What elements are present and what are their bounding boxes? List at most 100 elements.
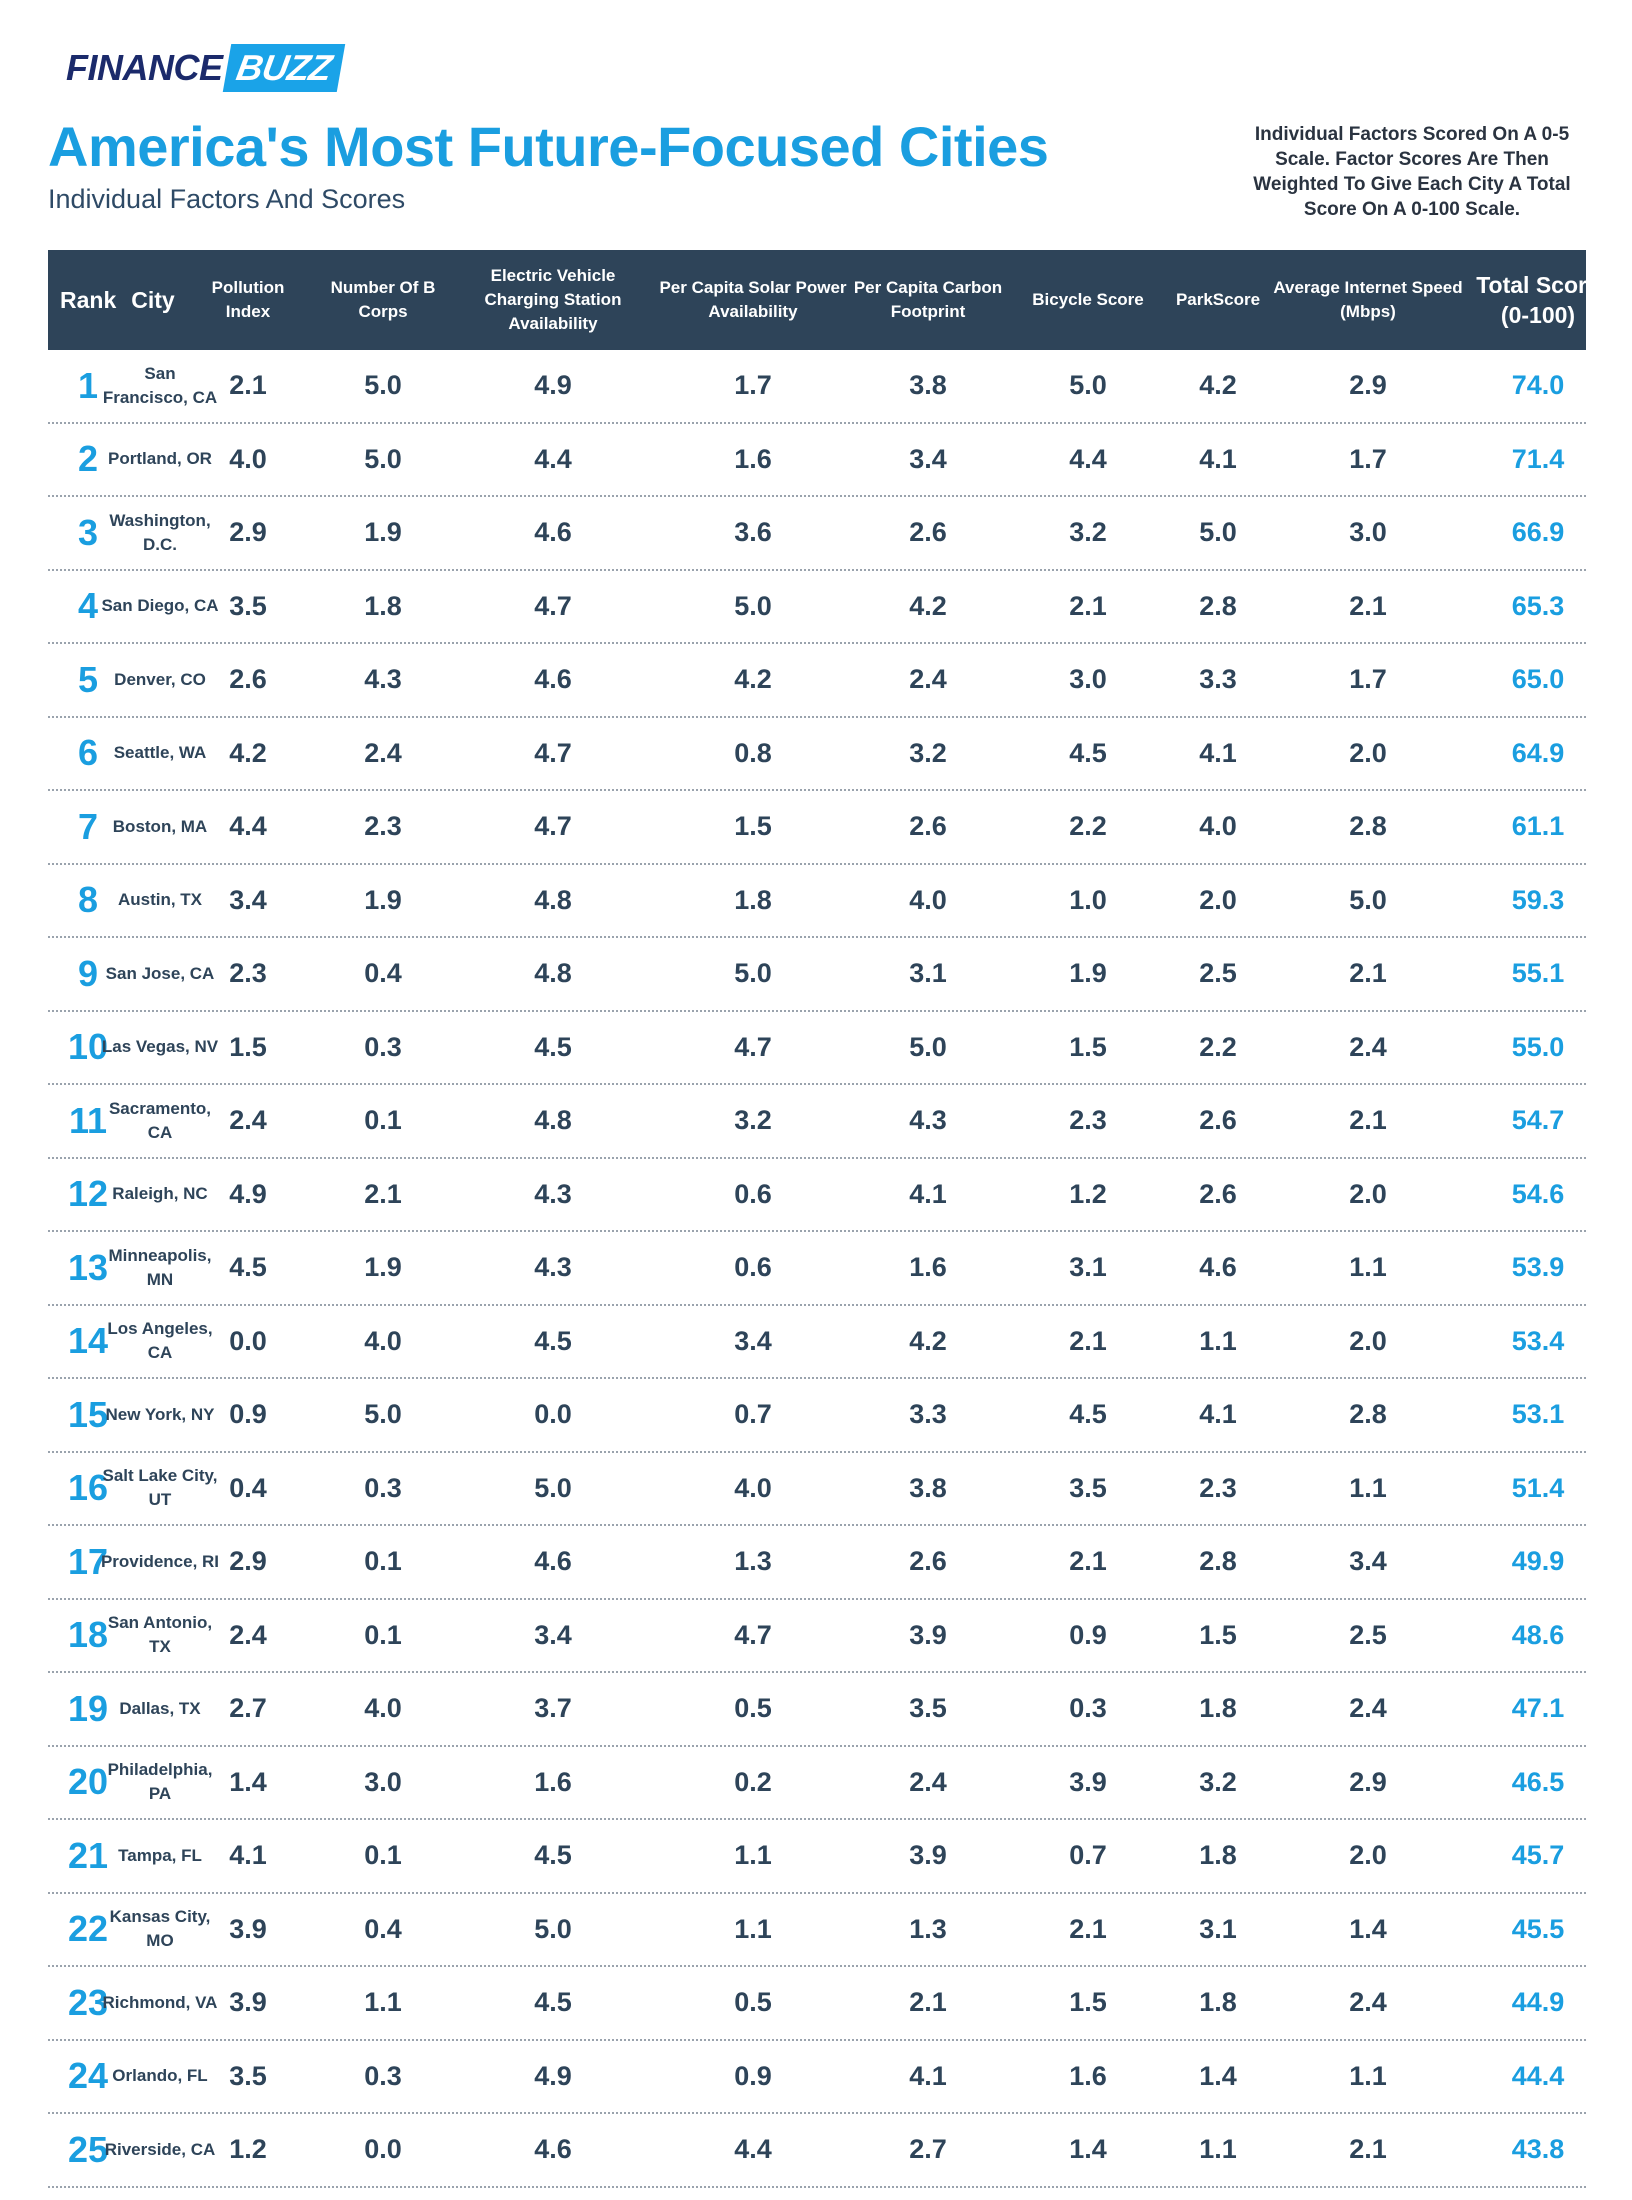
parkscore-value: 4.1 [1199,443,1237,474]
city-name: San Francisco, CA [102,363,218,407]
city-name: Raleigh, NC [112,1184,208,1204]
solar-value: 3.6 [734,517,772,548]
ev-charging-value: 4.8 [534,1105,572,1136]
b-corps-value: 0.1 [364,1840,402,1871]
b-corps-value: 1.8 [364,590,402,621]
header-carbon-footprint: Per Capita Carbon Footprint [853,278,1003,321]
city-name: Dallas, TX [119,1698,201,1718]
pollution-index-value: 3.9 [229,1987,267,2018]
rank-number: 1 [77,364,99,406]
solar-value: 0.2 [734,1766,772,1797]
table-row: 19 Dallas, TX 2.7 4.0 3.7 0.5 3.5 0.3 1.8 2.4 47.1 [48,1673,1586,1747]
rank-number: 14 [67,1320,109,1362]
bicycle-score-value: 3.9 [1069,1766,1107,1797]
total-score-value: 55.1 [1511,958,1565,989]
b-corps-value: 3.0 [364,1766,402,1797]
total-score-value: 54.6 [1511,1178,1565,1209]
financebuzz-logo[interactable]: FINANCE BUZZ [66,44,345,92]
solar-value: 1.7 [734,370,772,401]
table-row: 9 San Jose, CA 2.3 0.4 4.8 5.0 3.1 1.9 2.5 2.1 55.… [48,938,1586,1012]
internet-speed-value: 2.0 [1349,1178,1387,1209]
ev-charging-value: 4.3 [534,1178,572,1209]
city-name: Philadelphia, PA [107,1760,213,1804]
carbon-footprint-value: 2.4 [909,1766,947,1797]
bicycle-score-value: 1.5 [1069,1987,1107,2018]
city-name: Salt Lake City, UT [102,1466,218,1510]
carbon-footprint-value: 2.6 [909,517,947,548]
solar-value: 4.0 [734,1472,772,1503]
total-score-value: 43.8 [1511,2134,1565,2165]
pollution-index-value: 2.9 [229,517,267,548]
ev-charging-value: 5.0 [534,1913,572,1944]
rank-number: 9 [77,952,99,994]
bicycle-score-value: 1.4 [1069,2134,1107,2165]
table-row: 10 Las Vegas, NV 1.5 0.3 4.5 4.7 5.0 1.5 2.2 2.4 5… [48,1012,1586,1085]
rank-number: 24 [67,2055,109,2097]
parkscore-value: 1.8 [1199,1840,1237,1871]
carbon-footprint-value: 1.3 [909,1913,947,1944]
pollution-index-value: 3.5 [229,590,267,621]
ev-charging-value: 4.4 [534,443,572,474]
scores-table: Rank City Pollution Index Number Of B Co… [48,250,1600,2188]
rank-number: 18 [67,1614,109,1656]
solar-value: 1.5 [734,811,772,842]
parkscore-value: 5.0 [1199,517,1237,548]
table-row: 12 Raleigh, NC 4.9 2.1 4.3 0.6 4.1 1.2 2.6 2.0 54.… [48,1159,1586,1232]
bicycle-score-value: 2.2 [1069,811,1107,842]
rank-number: 15 [67,1393,109,1435]
pollution-index-value: 4.2 [229,737,267,768]
solar-value: 5.0 [734,590,772,621]
bicycle-score-value: 5.0 [1069,370,1107,401]
total-score-value: 53.9 [1511,1252,1565,1283]
b-corps-value: 4.0 [364,1693,402,1724]
ev-charging-value: 4.5 [534,1840,572,1871]
b-corps-value: 1.9 [364,1252,402,1283]
b-corps-value: 5.0 [364,370,402,401]
city-name: Washington, D.C. [109,510,211,554]
solar-value: 1.3 [734,1546,772,1577]
carbon-footprint-value: 4.2 [909,590,947,621]
ev-charging-value: 4.6 [534,664,572,695]
internet-speed-value: 2.9 [1349,1766,1387,1797]
internet-speed-value: 5.0 [1349,884,1387,915]
ev-charging-value: 4.8 [534,884,572,915]
carbon-footprint-value: 1.6 [909,1252,947,1283]
city-name: Portland, OR [108,449,212,469]
total-score-value: 49.9 [1511,1546,1565,1577]
ev-charging-value: 4.7 [534,590,572,621]
city-name: Austin, TX [117,890,203,910]
bicycle-score-value: 2.1 [1069,1546,1107,1577]
bicycle-score-value: 0.9 [1069,1619,1107,1650]
parkscore-value: 2.5 [1199,958,1237,989]
parkscore-value: 4.1 [1199,737,1237,768]
rank-number: 16 [67,1467,109,1509]
ev-charging-value: 4.7 [534,811,572,842]
ev-charging-value: 4.3 [534,1252,572,1283]
parkscore-value: 2.6 [1199,1178,1237,1209]
parkscore-value: 1.8 [1199,1987,1237,2018]
solar-value: 4.4 [734,2134,772,2165]
b-corps-value: 0.1 [364,1619,402,1650]
rank-number: 4 [77,585,99,627]
ev-charging-value: 0.0 [534,1399,572,1430]
solar-value: 3.2 [734,1105,772,1136]
rank-number: 23 [67,1981,109,2023]
internet-speed-value: 3.0 [1349,517,1387,548]
b-corps-value: 0.1 [364,1105,402,1136]
carbon-footprint-value: 2.6 [909,1546,947,1577]
rank-number: 5 [77,658,99,700]
parkscore-value: 4.6 [1199,1252,1237,1283]
city-name: Orlando, FL [112,2066,208,2086]
internet-speed-value: 2.0 [1349,1840,1387,1871]
parkscore-value: 1.1 [1199,1325,1237,1356]
internet-speed-value: 2.4 [1349,1987,1387,2018]
carbon-footprint-value: 3.3 [909,1399,947,1430]
internet-speed-value: 1.1 [1349,2060,1387,2091]
solar-value: 4.2 [734,664,772,695]
table-row: 22 Kansas City, MO 3.9 0.4 5.0 1.1 1.3 2.1 3.1 1.… [48,1894,1586,1967]
parkscore-value: 1.4 [1199,2060,1237,2091]
table-row: 7 Boston, MA 4.4 2.3 4.7 1.5 2.6 2.2 4.0 2.8 61.1 [48,791,1586,865]
ev-charging-value: 4.5 [534,1031,572,1062]
internet-speed-value: 1.7 [1349,664,1387,695]
bicycle-score-value: 1.2 [1069,1178,1107,1209]
